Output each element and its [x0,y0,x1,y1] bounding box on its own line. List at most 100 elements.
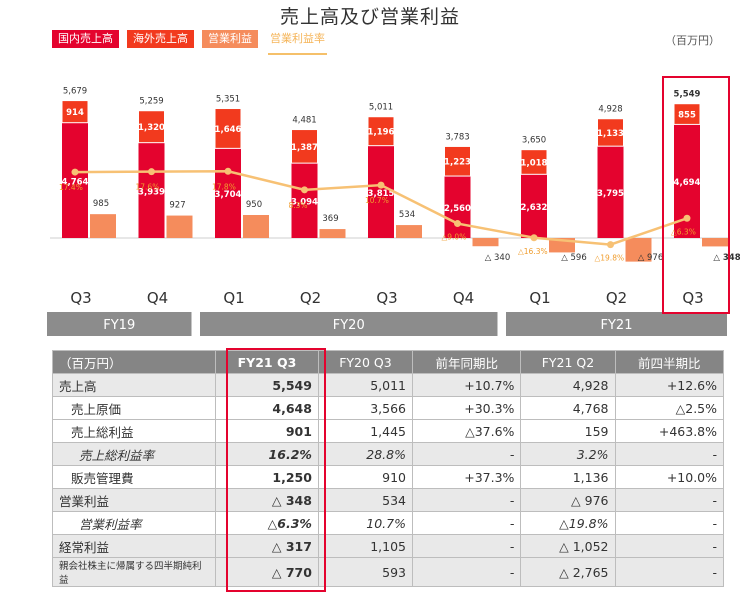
operating-margin-point [683,214,691,222]
col-header-unit: （百万円） [52,350,216,374]
operating-profit-label: △ 340 [485,253,510,263]
operating-margin-label: △16.3% [518,247,548,256]
operating-profit-label: 927 [169,201,185,211]
x-tick-label: Q3 [70,289,91,307]
cell-qoq: △2.5% [614,396,724,420]
cell-fy21q3: △ 348 [215,488,319,512]
bar-overseas-label: 914 [66,108,84,118]
legend-overseas-sales: 海外売上高 [127,30,194,48]
bar-operating-profit [625,238,652,262]
cell-yoy: - [411,557,522,587]
row-label: 経常利益 [52,534,216,558]
fiscal-year-label: FY20 [333,318,365,333]
bar-domestic-label: 3,939 [138,187,165,197]
bar-total-label: 4,481 [292,116,316,126]
bar-operating-profit [472,238,499,247]
bar-total-label: 5,679 [63,87,87,97]
cell-qoq: +12.6% [614,373,724,397]
bar-operating-profit [702,238,728,247]
cell-qoq: +10.0% [614,465,724,489]
bar-operating-profit [396,225,422,238]
operating-margin-label: △19.8% [595,254,625,263]
table-row: 親会社株主に帰属する四半期純利益 △ 770 593 - △ 2,765 - [52,557,724,587]
x-tick-label: Q3 [682,289,703,307]
cell-yoy: +30.3% [411,396,522,420]
operating-margin-point [148,168,155,176]
cell-yoy: +37.3% [411,465,522,489]
operating-margin-label: 8.3% [289,201,308,210]
cell-fy20q3: 593 [317,557,413,587]
cell-yoy: +10.7% [411,373,522,397]
cell-fy20q3: 28.8% [317,442,413,466]
bar-overseas [444,145,471,177]
operating-profit-label: 534 [399,210,415,220]
col-header-fy20q3: FY20 Q3 [317,350,413,374]
financial-summary-table: （百万円） FY21 Q3 FY20 Q3 前年同期比 FY21 Q2 前四半期… [52,350,724,587]
bar-total-label: 5,259 [139,97,163,107]
x-tick-label: Q4 [147,289,168,307]
table-row: 売上総利益 901 1,445 △37.6% 159 +463.8% [52,419,724,443]
bar-total-label: 4,928 [598,105,622,115]
bar-overseas-label: 1,133 [597,129,624,139]
table-row: 売上原価 4,648 3,566 +30.3% 4,768 △2.5% [52,396,724,420]
bar-operating-profit [166,215,193,238]
bar-overseas [597,118,624,147]
bar-operating-profit [243,215,269,238]
cell-fy20q3: 5,011 [317,373,413,397]
bar-domestic-label: 3,704 [215,190,242,200]
col-header-fy21q3: FY21 Q3 [215,350,319,374]
bar-domestic-label: 2,560 [444,204,471,214]
row-label: 売上高 [52,373,216,397]
cell-fy20q3: 3,566 [317,396,413,420]
bar-total-label: 3,783 [445,132,469,142]
cell-fy21q2: 3.2% [520,442,616,466]
bar-domestic-label: 3,815 [368,189,395,199]
operating-margin-point [454,220,461,228]
operating-margin-label: 17.6% [136,183,160,192]
cell-qoq: - [614,442,724,466]
cell-fy21q3: 5,549 [215,373,319,397]
fiscal-year-label: FY19 [103,318,135,333]
cell-yoy: - [411,534,522,558]
x-tick-label: Q1 [223,289,244,307]
operating-margin-point [530,234,538,242]
bar-overseas [291,129,318,164]
cell-qoq: +463.8% [614,419,724,443]
page-title: 売上高及び営業利益 [279,6,460,28]
table-row: 販売管理費 1,250 910 +37.3% 1,136 +10.0% [52,465,724,489]
bar-overseas-label: 1,196 [368,128,395,138]
col-header-yoy: 前年同期比 [411,350,522,374]
bar-overseas-label: 855 [678,111,696,121]
bar-domestic-label: 3,094 [291,198,318,208]
cell-fy21q2: △ 1,052 [520,534,616,558]
cell-fy21q2: 4,768 [520,396,616,420]
legend-operating-profit: 営業利益 [202,30,258,48]
cell-qoq: - [614,511,724,535]
cell-fy21q2: △19.8% [520,511,616,535]
operating-profit-label: 950 [246,200,262,210]
operating-profit-label: △ 348 [713,253,740,263]
x-tick-label: Q4 [453,289,474,307]
bar-domestic [62,122,88,238]
cell-qoq: - [614,557,724,587]
bar-total-label: 3,650 [522,136,546,146]
cell-fy20q3: 1,105 [317,534,413,558]
bar-overseas [214,108,242,149]
bar-domestic [291,163,318,238]
row-label: 営業利益 [52,488,216,512]
bar-total-label: 5,011 [369,103,393,113]
bar-domestic-label: 3,795 [597,189,624,199]
bar-overseas [367,116,395,147]
row-label: 親会社株主に帰属する四半期純利益 [52,557,216,587]
operating-margin-point [301,186,308,194]
bar-overseas [520,149,548,175]
unit-label: （百万円） [665,34,720,47]
bar-total-label: 5,549 [674,90,701,100]
cell-fy21q3: 1,250 [215,465,319,489]
cell-fy20q3: 534 [317,488,413,512]
cell-fy21q3: 4,648 [215,396,319,420]
operating-margin-label: 10.7% [365,196,389,205]
cell-qoq: - [614,534,724,558]
cell-yoy: - [411,442,522,466]
cell-yoy: - [411,511,522,535]
